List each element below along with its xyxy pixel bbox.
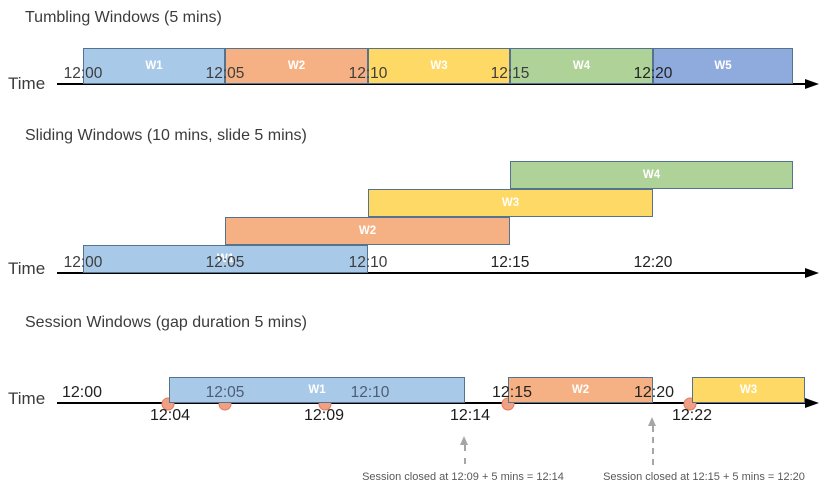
- sliding-window-w3: W3: [368, 189, 653, 217]
- tumbling-time-axis-label: Time: [8, 74, 46, 93]
- tumbling-tick-1220: 12:20: [633, 65, 673, 82]
- window-label: W4: [642, 169, 661, 181]
- tumbling-timeline-axis: [57, 83, 807, 85]
- tumbling-tick-1215: 12:15: [490, 65, 530, 82]
- session-event-label-1204: 12:04: [149, 407, 191, 424]
- session-axis-arrowhead-icon: [805, 398, 819, 408]
- sliding-timeline-axis: [57, 272, 807, 274]
- tumbling-window-w4: W4: [510, 48, 653, 84]
- tumbling-window-w5: W5: [653, 48, 793, 84]
- window-label: W4: [572, 60, 591, 72]
- tumbling-tick-1205: 12:05: [205, 65, 245, 82]
- sliding-tick-1200: 12:00: [63, 254, 103, 271]
- tumbling-window-w2: W2: [225, 48, 368, 84]
- sliding-tick-1205: 12:05: [205, 254, 245, 271]
- tumbling-window-w1: W1: [83, 48, 225, 84]
- sliding-tick-1210: 12:10: [348, 254, 388, 271]
- tumbling-window-w3: W3: [368, 48, 510, 84]
- window-label: W3: [430, 60, 448, 72]
- sliding-window-w4: W4: [510, 161, 793, 189]
- window-label: W2: [287, 60, 306, 72]
- sliding-time-axis-label: Time: [8, 259, 46, 278]
- window-label: W5: [714, 60, 732, 72]
- tumbling-axis-arrowhead-icon: [805, 79, 819, 89]
- arrow-dashed-stem: [463, 445, 469, 464]
- window-label: W2: [571, 384, 590, 396]
- arrow-dashed-stem: [651, 426, 657, 465]
- session-tick-1205: 12:05: [205, 384, 245, 401]
- window-label: W1: [308, 384, 326, 396]
- sliding-tick-1215: 12:15: [490, 254, 530, 271]
- session-window-w2: W2: [508, 377, 653, 403]
- window-label: W3: [501, 197, 520, 209]
- session-close-label-1214: 12:14: [449, 407, 491, 424]
- session-tick-1220: 12:20: [633, 384, 675, 401]
- session-window-w3: W3: [692, 377, 805, 403]
- tumbling-tick-1200: 12:00: [63, 65, 103, 82]
- session-window-w1: W1: [169, 377, 465, 403]
- arrow-up-head-icon: [648, 417, 656, 426]
- session-tick-1210: 12:10: [350, 384, 390, 401]
- tumbling-tick-1210: 12:10: [348, 65, 388, 82]
- dashed-arrow-to-1214-icon: [460, 436, 468, 464]
- session-time-axis-label: Time: [8, 389, 46, 408]
- dashed-arrow-to-1220-icon: [648, 417, 656, 465]
- session-close-note-2: Session closed at 12:15 + 5 mins = 12:20: [603, 471, 805, 483]
- window-label: W1: [145, 60, 163, 72]
- session-tick-1200: 12:00: [61, 384, 103, 401]
- session-timeline-axis: [57, 402, 807, 404]
- sliding-window-w2: W2: [225, 217, 510, 245]
- session-event-label-1209: 12:09: [303, 407, 345, 424]
- window-label: W2: [358, 225, 377, 237]
- sliding-section-title: Sliding Windows (10 mins, slide 5 mins): [25, 127, 307, 144]
- arrow-up-head-icon: [460, 436, 468, 445]
- tumbling-section-title: Tumbling Windows (5 mins): [25, 9, 222, 26]
- window-label: W1: [216, 253, 235, 265]
- session-event-label-1222: 12:22: [671, 407, 713, 424]
- sliding-axis-arrowhead-icon: [805, 268, 819, 278]
- session-tick-1215: 12:15: [491, 384, 533, 401]
- session-section-title: Session Windows (gap duration 5 mins): [25, 314, 307, 331]
- window-label: W3: [739, 384, 758, 396]
- sliding-tick-1220: 12:20: [633, 254, 673, 271]
- session-close-note-1: Session closed at 12:09 + 5 mins = 12:14: [362, 471, 564, 483]
- sliding-window-w1: W1: [83, 245, 368, 273]
